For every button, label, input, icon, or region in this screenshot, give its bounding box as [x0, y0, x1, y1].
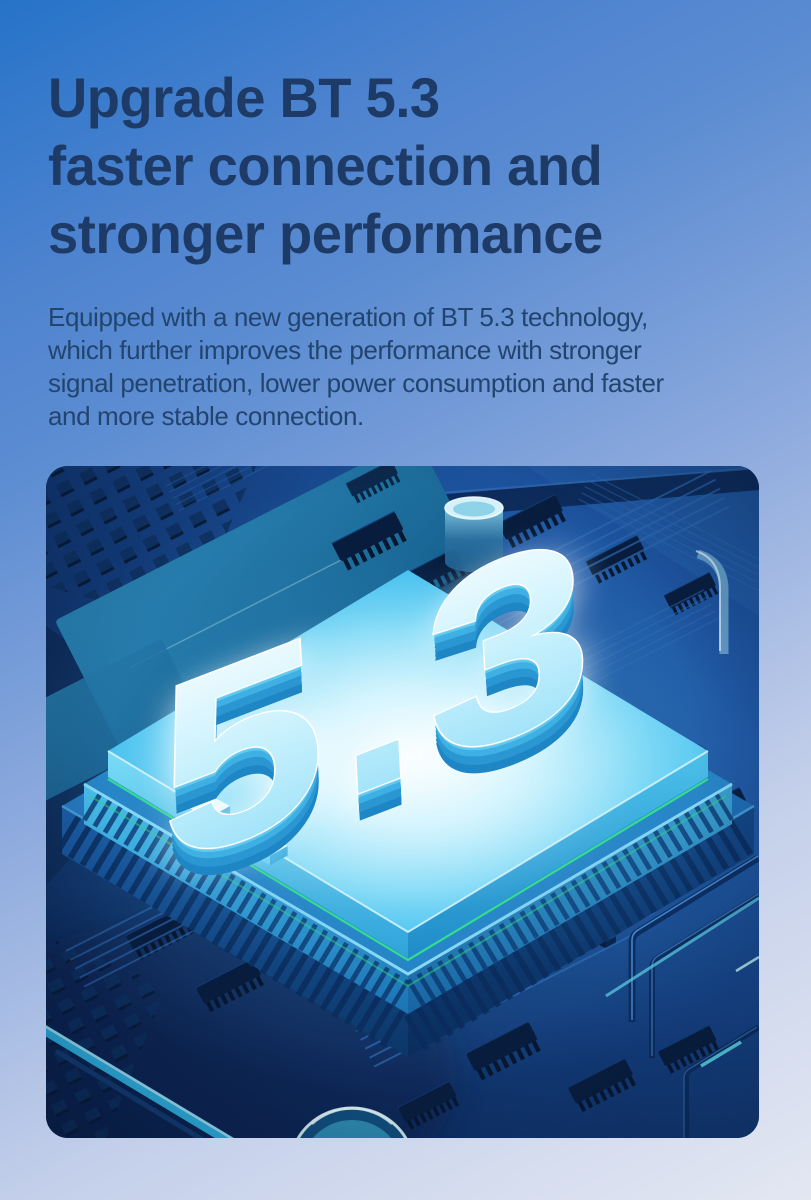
description-line-1: Equipped with a new generation of BT 5.3…: [48, 302, 648, 332]
description-line-4: and more stable connection.: [48, 401, 364, 431]
headline-line-3: stronger performance: [48, 202, 603, 265]
headline-line-1: Upgrade BT 5.3: [48, 66, 440, 129]
description-line-2: which further improves the performance w…: [48, 335, 642, 365]
headline-line-2: faster connection and: [48, 134, 603, 197]
description-line-3: signal penetration, lower power consumpt…: [48, 368, 664, 398]
circuit-board-scene: 5.3 5.3 5.3 5.3 5.3 5.3 5.3 5.3 5.3 5.3: [46, 466, 759, 1138]
hero-image: 5.3 5.3 5.3 5.3 5.3 5.3 5.3 5.3 5.3 5.3: [46, 466, 759, 1138]
vignette-overlay: [46, 466, 759, 1138]
description-block: Equipped with a new generation of BT 5.3…: [48, 301, 664, 433]
headline-block: Upgrade BT 5.3 faster connection and str…: [48, 64, 603, 268]
